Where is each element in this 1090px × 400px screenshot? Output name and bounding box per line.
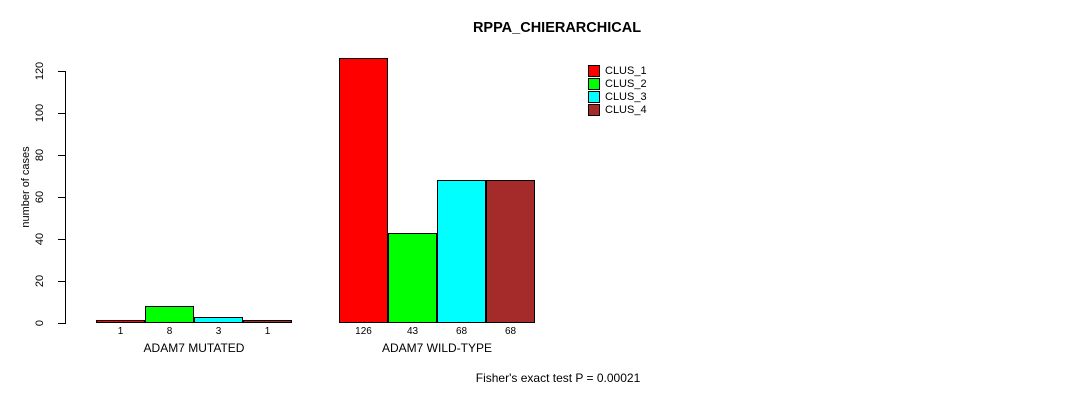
bar-clus_3-mutated: [194, 317, 243, 323]
y-axis-tick-label: 0: [34, 319, 46, 327]
bar-clus_4-mutated: [243, 320, 292, 323]
y-axis-line: [65, 71, 66, 324]
y-axis-tick: [58, 323, 65, 324]
bar-value-label: 8: [166, 326, 173, 337]
x-category-label: ADAM7 WILD-TYPE: [381, 341, 492, 355]
bar-value-label: 3: [215, 326, 222, 337]
y-axis-tick-label: 120: [34, 61, 46, 81]
y-axis-tick: [58, 113, 65, 114]
legend-label: CLUS_3: [605, 90, 647, 103]
y-axis-tick-label: 20: [34, 274, 46, 288]
legend-swatch-icon: [588, 77, 600, 90]
fisher-test-footnote: Fisher's exact test P = 0.00021: [475, 371, 641, 385]
bar-value-label: 43: [406, 326, 419, 337]
legend-row-clus_4: CLUS_4: [588, 103, 647, 116]
y-axis-tick: [58, 155, 65, 156]
legend-label: CLUS_1: [605, 64, 647, 77]
bar-value-label: 68: [504, 326, 517, 337]
legend-label: CLUS_2: [605, 77, 647, 90]
y-axis-tick-label: 100: [34, 103, 46, 123]
bar-clus_4-wild-type: [486, 180, 535, 323]
bar-clus_2-wild-type: [388, 233, 437, 323]
bar-clus_1-wild-type: [339, 58, 388, 323]
legend: CLUS_1 CLUS_2 CLUS_3 CLUS_4: [588, 64, 647, 116]
legend-swatch-icon: [588, 90, 600, 103]
legend-swatch-icon: [588, 64, 600, 77]
chart-title: RPPA_CHIERARCHICAL: [472, 20, 642, 36]
bar-value-label: 126: [355, 326, 372, 337]
bar-value-label: 68: [455, 326, 468, 337]
y-axis-label: number of cases: [20, 146, 32, 228]
x-category-label: ADAM7 MUTATED: [143, 341, 245, 355]
legend-row-clus_3: CLUS_3: [588, 90, 647, 103]
y-axis-tick-label: 40: [34, 232, 46, 246]
bar-clus_3-wild-type: [437, 180, 486, 323]
legend-label: CLUS_4: [605, 103, 647, 116]
y-axis-tick-label: 60: [34, 190, 46, 204]
y-axis-tick: [58, 239, 65, 240]
bar-value-label: 1: [264, 326, 271, 337]
bar-clus_2-mutated: [145, 306, 194, 323]
legend-row-clus_1: CLUS_1: [588, 64, 647, 77]
y-axis-tick: [58, 71, 65, 72]
legend-swatch-icon: [588, 103, 600, 116]
bar-clus_1-mutated: [96, 320, 145, 323]
y-axis-tick: [58, 197, 65, 198]
legend-row-clus_2: CLUS_2: [588, 77, 647, 90]
bar-value-label: 1: [117, 326, 124, 337]
y-axis-tick-label: 80: [34, 148, 46, 162]
y-axis-tick: [58, 281, 65, 282]
